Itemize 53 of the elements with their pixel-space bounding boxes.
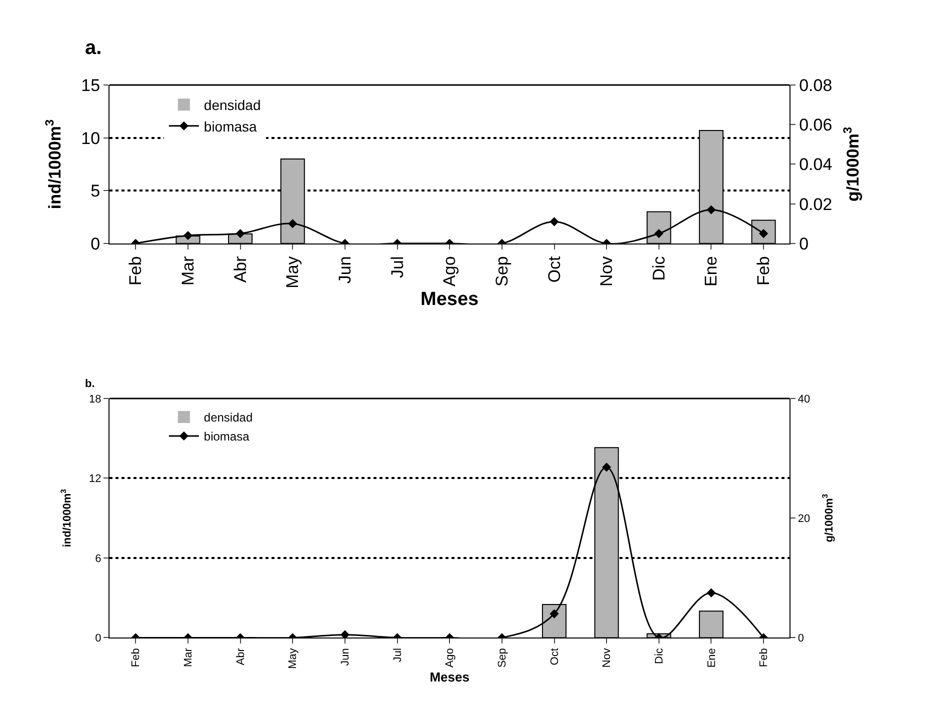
- x-axis-title: Meses: [430, 669, 470, 684]
- x-tick-label: Feb: [126, 256, 146, 286]
- x-tick-label: Ene: [706, 648, 718, 668]
- x-tick-label: Abr: [230, 256, 250, 283]
- y-tick-label: 5: [90, 182, 100, 201]
- x-tick-label: Sep: [492, 256, 512, 286]
- x-tick-label: Dic: [653, 648, 666, 664]
- point: [706, 588, 716, 598]
- x-tick-label: Nov: [601, 648, 614, 668]
- y2-tick-label: 0.02: [799, 194, 832, 214]
- y-tick-label: 6: [95, 552, 102, 565]
- y-tick-label: 0: [90, 234, 100, 254]
- x-tick-label: Ago: [444, 648, 456, 668]
- x-tick-label: May: [287, 648, 300, 669]
- x-axis-title: Meses: [420, 289, 479, 310]
- y2-tick-label: 0: [798, 632, 804, 645]
- y-tick-label: 10: [81, 128, 100, 148]
- legend-label: densidad: [204, 410, 253, 425]
- point: [340, 630, 350, 638]
- legend-label: densidad: [204, 97, 261, 114]
- x-tick-label: Jun: [340, 648, 352, 666]
- x-tick-label: Jun: [335, 256, 354, 284]
- y-tick-label: 15: [81, 76, 100, 95]
- y2-tick-label: 40: [798, 393, 810, 406]
- y2-tick-label: 20: [798, 512, 810, 525]
- y-tick-label: 12: [89, 473, 102, 486]
- x-tick-label: Feb: [758, 648, 770, 668]
- x-tick-label: Nov: [597, 256, 616, 286]
- x-tick-label: Dic: [649, 256, 668, 281]
- x-tick-label: Feb: [130, 648, 142, 668]
- x-tick-label: Ene: [702, 256, 721, 286]
- x-tick-label: Jul: [392, 648, 404, 662]
- x-tick-label: May: [283, 256, 302, 288]
- y2-tick-label: 0.08: [799, 76, 832, 95]
- x-tick-label: Mar: [178, 256, 198, 286]
- x-tick-label: Oct: [544, 256, 564, 283]
- x-tick-label: Sep: [496, 648, 508, 668]
- chart-title: b.: [85, 378, 95, 390]
- x-tick-label: Feb: [754, 256, 774, 286]
- y2-tick-label: 0.04: [799, 155, 832, 174]
- y2-tick-label: 0: [799, 234, 809, 254]
- legend-label: biomasa: [204, 118, 258, 134]
- x-tick-label: Ago: [440, 256, 460, 286]
- y-tick-label: 18: [89, 393, 102, 406]
- legend-label: biomasa: [204, 430, 250, 444]
- x-tick-label: Abr: [234, 648, 247, 666]
- point: [602, 462, 612, 472]
- y-tick-label: 0: [95, 632, 102, 645]
- chart-title: a.: [85, 37, 102, 59]
- x-tick-label: Mar: [182, 648, 195, 668]
- x-tick-label: Jul: [388, 256, 407, 278]
- x-tick-label: Oct: [548, 648, 561, 666]
- y2-tick-label: 0.06: [799, 116, 832, 135]
